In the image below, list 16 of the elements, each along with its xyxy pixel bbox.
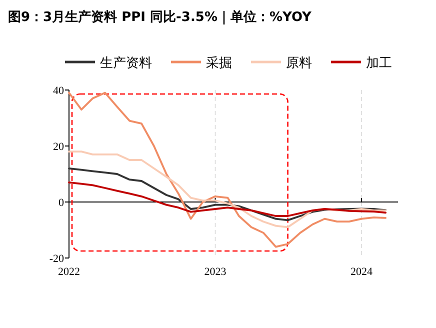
y-tick-label: 20 <box>53 141 64 153</box>
chart-title: 图9：3月生产资料 PPI 同比-3.5%｜单位：%YOY <box>8 9 312 25</box>
x-tick-label: 2023 <box>204 266 227 278</box>
line-series <box>68 167 387 222</box>
y-tick-label: -20 <box>49 253 64 265</box>
x-tick-label: 2024 <box>350 266 374 278</box>
y-tick-label: 40 <box>53 85 64 97</box>
line-series <box>68 92 387 248</box>
line-series <box>68 181 387 217</box>
y-tick-label: 0 <box>58 197 64 209</box>
legend-label: 生产资料 <box>100 56 152 71</box>
line-series <box>68 150 387 228</box>
legend-label: 采掘 <box>206 56 232 71</box>
legend-label: 加工 <box>366 56 392 71</box>
x-tick-label: 2022 <box>58 266 80 278</box>
legend-label: 原料 <box>286 56 312 71</box>
